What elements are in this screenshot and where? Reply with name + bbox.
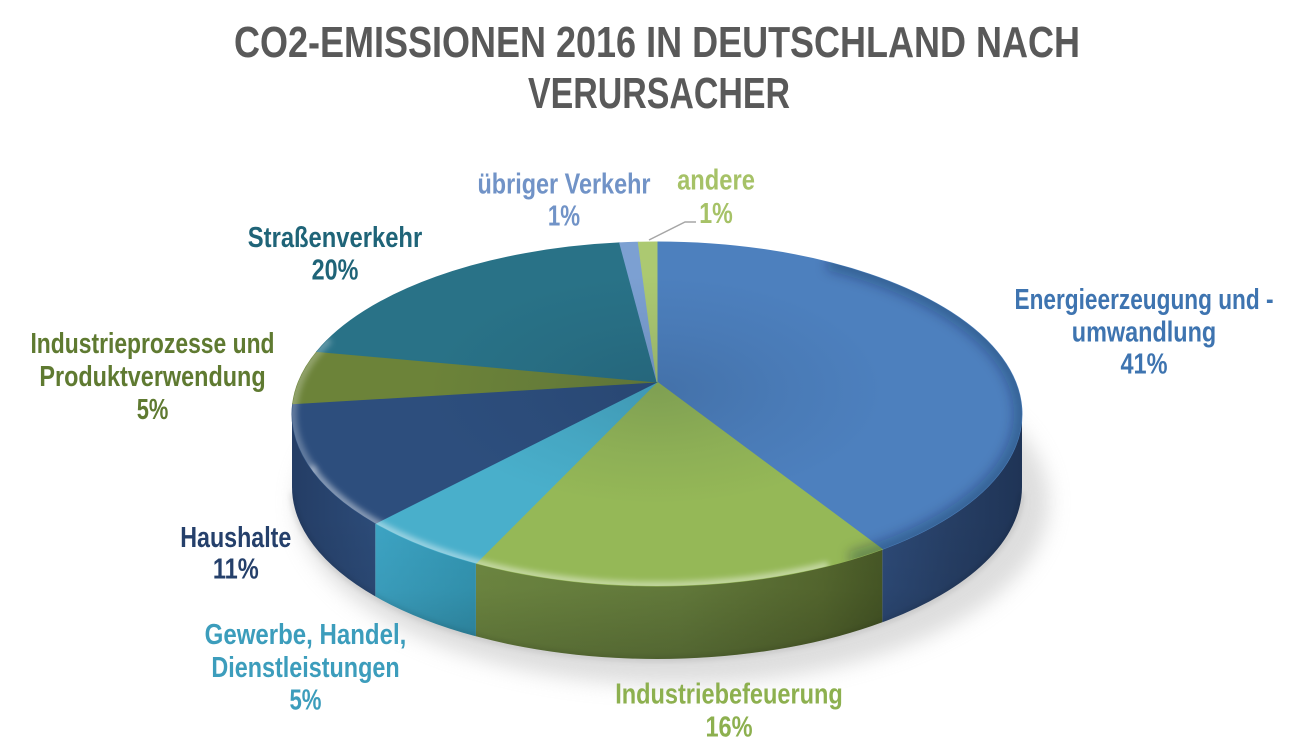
- svg-text:Produktverwendung: Produktverwendung: [39, 361, 265, 393]
- svg-text:5%: 5%: [137, 394, 169, 426]
- svg-text:11%: 11%: [213, 554, 259, 586]
- svg-text:1%: 1%: [548, 201, 580, 233]
- svg-text:Haushalte: Haushalte: [180, 522, 291, 554]
- svg-text:Industriebefeuerung: Industriebefeuerung: [615, 678, 843, 710]
- svg-text:Energieerzeugung und -: Energieerzeugung und -: [1015, 284, 1274, 316]
- svg-text:Straßenverkehr: Straßenverkehr: [248, 222, 422, 254]
- svg-text:41%: 41%: [1121, 349, 1168, 381]
- svg-text:Gewerbe, Handel,: Gewerbe, Handel,: [205, 619, 407, 651]
- svg-text:CO2-EMISSIONEN 2016 IN DEUTSCH: CO2-EMISSIONEN 2016 IN DEUTSCHLAND NACH: [234, 18, 1080, 67]
- svg-text:andere: andere: [677, 165, 755, 197]
- svg-text:VERURSACHER: VERURSACHER: [528, 69, 790, 118]
- svg-text:16%: 16%: [705, 712, 752, 744]
- svg-text:übriger Verkehr: übriger Verkehr: [478, 169, 651, 201]
- svg-text:20%: 20%: [312, 254, 359, 286]
- svg-text:1%: 1%: [699, 198, 733, 230]
- svg-text:Industrieprozesse und: Industrieprozesse und: [30, 328, 274, 360]
- svg-text:Dienstleistungen: Dienstleistungen: [211, 652, 399, 684]
- svg-text:umwandlung: umwandlung: [1072, 317, 1217, 349]
- svg-text:5%: 5%: [290, 684, 322, 716]
